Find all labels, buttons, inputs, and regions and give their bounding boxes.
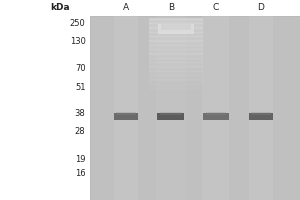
Bar [148,35,202,37]
Bar [148,32,202,34]
Bar [148,80,202,82]
Bar [148,45,202,47]
Bar [148,71,202,73]
Bar [148,70,202,72]
Bar [148,60,202,61]
Bar [148,26,202,27]
Bar [148,66,202,68]
Bar [148,90,202,91]
Text: D: D [258,3,264,12]
Bar [148,28,202,30]
Bar [148,49,202,51]
Text: 250: 250 [70,20,86,28]
Text: C: C [213,3,219,12]
Bar [148,69,202,70]
Bar [148,95,202,96]
Bar [148,54,202,56]
Bar [90,16,300,200]
Bar [116,112,136,115]
Bar [148,43,202,44]
Text: B: B [168,3,174,12]
Bar [160,24,190,30]
Bar [206,112,226,115]
Bar [148,18,202,20]
Bar [148,86,202,87]
Bar [148,52,202,53]
Bar [148,73,202,74]
Bar [148,44,202,46]
Bar [148,41,202,43]
Bar [148,79,202,81]
Bar [158,24,194,34]
Bar [148,24,202,26]
Bar [148,87,202,89]
Bar [148,75,202,77]
Bar [148,36,202,38]
Bar [249,16,273,200]
Bar [148,91,202,93]
Bar [148,82,202,83]
Bar [148,21,202,22]
Bar [148,40,202,42]
Bar [148,23,202,25]
Bar [148,65,202,66]
Bar [148,38,202,39]
Bar [251,112,271,115]
Text: 38: 38 [75,109,86,118]
Text: kDa: kDa [50,3,70,12]
Bar [148,53,202,55]
Bar [148,27,202,29]
Bar [114,16,138,200]
Bar [148,62,202,64]
Bar [158,112,184,119]
Bar [249,112,273,119]
Bar [148,19,202,21]
Bar [156,16,186,200]
Text: 19: 19 [75,156,86,164]
Bar [148,48,202,50]
Bar [148,57,202,59]
Text: 51: 51 [75,83,86,92]
Bar [148,84,202,86]
Bar [148,39,202,40]
Bar [203,112,229,119]
Text: 28: 28 [75,128,86,136]
Bar [148,74,202,76]
Bar [148,34,202,35]
Bar [148,83,202,85]
Bar [148,77,202,78]
Text: 16: 16 [75,170,86,178]
Bar [202,16,230,200]
Bar [148,58,202,60]
Bar [148,30,202,31]
Text: 130: 130 [70,38,86,46]
Bar [148,50,202,52]
Bar [160,112,182,115]
Bar [148,47,202,48]
Bar [148,78,202,79]
Bar [148,67,202,69]
Bar [148,64,202,65]
Bar [148,56,202,57]
Bar [148,22,202,24]
Bar [148,31,202,33]
Bar [148,61,202,63]
Bar [148,92,202,94]
Bar [148,93,202,95]
Text: 70: 70 [75,64,86,73]
Bar [114,112,138,119]
Text: A: A [123,3,129,12]
Bar [148,88,202,90]
